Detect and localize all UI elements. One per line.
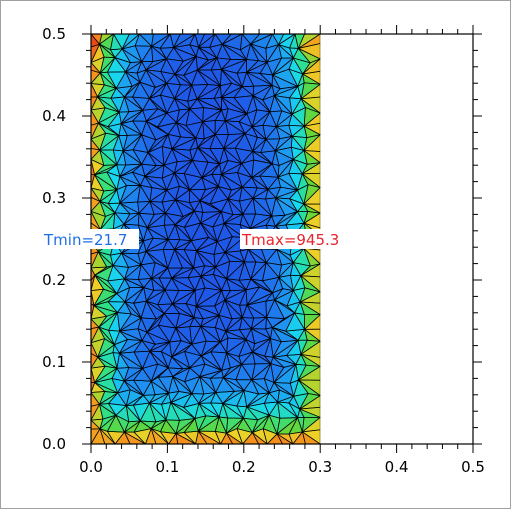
tmin-annotation: Tmin=21.7 [42,229,139,249]
y-tick-label: 0.5 [42,25,66,43]
x-tick-label: 0.4 [385,458,409,476]
x-tick-label: 0.2 [232,458,256,476]
axis-ticks [82,25,482,453]
mesh-edge [297,34,321,50]
mesh-edge [277,34,296,46]
y-tick-label: 0.4 [42,107,66,125]
tmax-annotation-box [240,229,340,249]
y-axis-tick-labels: 0.0 0.1 0.2 0.3 0.4 0.5 [42,25,66,453]
x-tick-label: 0.1 [155,458,179,476]
triangle-mesh [91,34,321,444]
tmax-annotation-text: Tmax=945.3 [241,231,339,249]
x-axis-tick-labels: 0.0 0.1 0.2 0.3 0.4 0.5 [79,458,485,476]
y-tick-label: 0.1 [42,353,66,371]
x-tick-label: 0.0 [79,458,103,476]
mesh-edge [222,34,243,45]
mesh-edge [172,34,196,49]
tmax-annotation: Tmax=945.3 [240,229,340,249]
y-tick-label: 0.2 [42,271,66,289]
mesh-edge [151,34,171,48]
y-tick-label: 0.3 [42,189,66,207]
mesh-edge [250,34,273,45]
mesh-edge [121,34,141,50]
y-tick-label: 0.0 [42,435,66,453]
x-tick-label: 0.3 [308,458,332,476]
tmin-annotation-box [42,229,139,249]
mesh-edge [198,34,216,48]
tmin-annotation-text: Tmin=21.7 [43,231,127,249]
x-tick-label: 0.5 [461,458,485,476]
mesh-edge [98,34,115,46]
